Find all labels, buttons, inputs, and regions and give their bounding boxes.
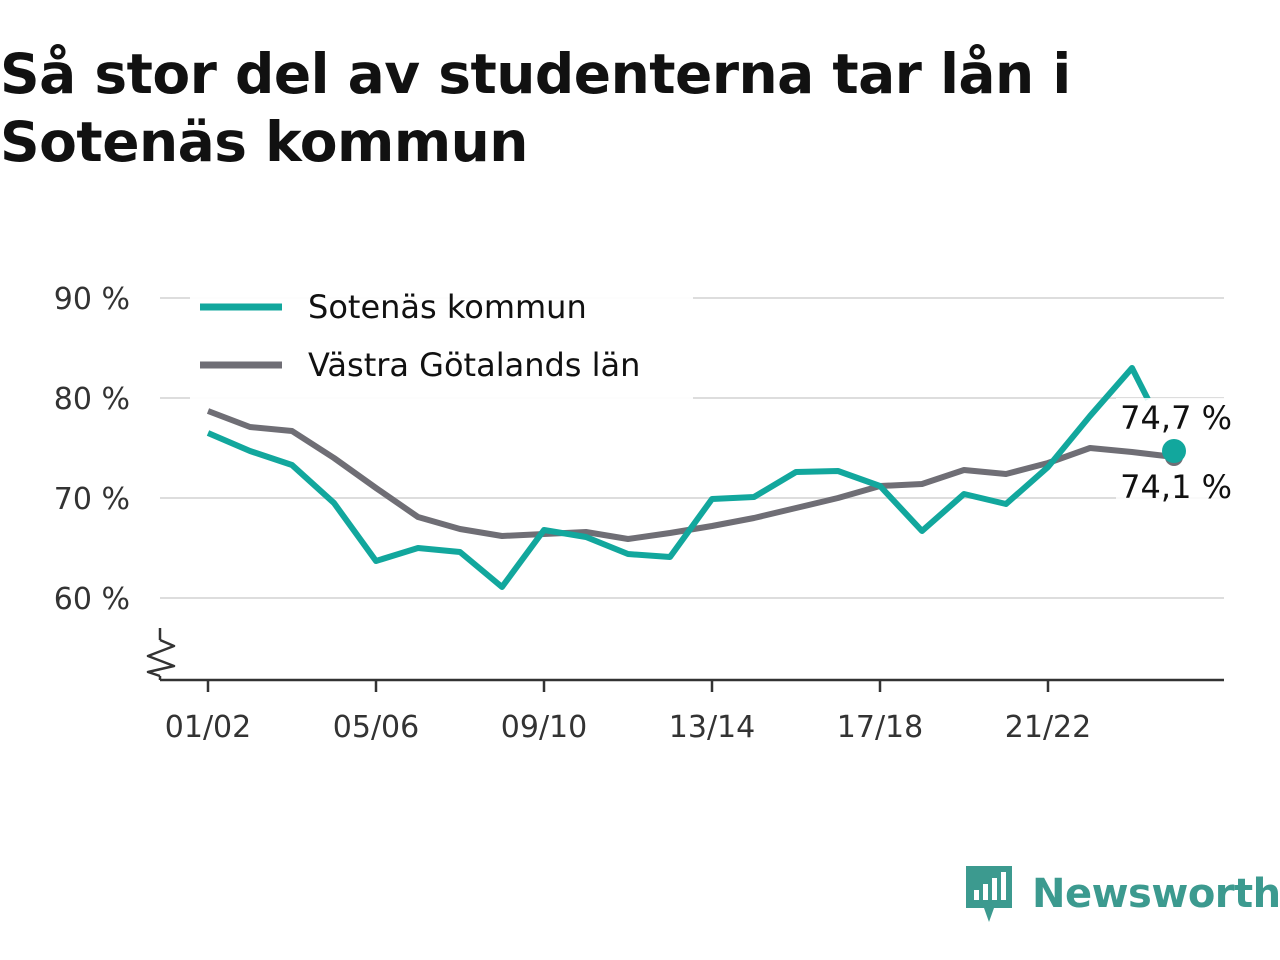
y-tick-label: 60 % [54,582,130,617]
x-tick-label: 17/18 [837,710,923,745]
end-label-bg-vastra [1116,468,1234,506]
brand: Newsworthy [964,864,1280,924]
x-tick-label: 01/02 [165,710,251,745]
legend: Sotenäs kommun Västra Götalands län [190,282,693,400]
x-tick-label: 05/06 [333,710,419,745]
legend-background [190,282,693,400]
x-tick-label: 09/10 [501,710,587,745]
end-label-bg-sotenas [1116,398,1234,436]
y-tick-label: 90 % [54,282,130,317]
newsworthy-logo-icon [966,866,1012,922]
series-line-vastra [206,408,1175,542]
x-tick-label: 13/14 [669,710,755,745]
brand-name: Newsworthy [1032,871,1280,917]
legend-item-vastra: Västra Götalands län [308,346,640,384]
y-tick-label: 70 % [54,482,130,517]
end-point-sotenas [1162,439,1186,463]
x-tick-label: 21/22 [1005,710,1091,745]
series-lines [206,365,1186,590]
legend-item-sotenas: Sotenäs kommun [308,288,587,326]
y-tick-label: 80 % [54,382,130,417]
series-line-sotenas [206,365,1151,590]
axis-break-icon [146,638,176,678]
end-labels: 74,7 % 74,1 % [1116,398,1234,506]
axes: 01/02 05/06 09/10 13/14 17/18 21/22 [146,628,1224,745]
end-label-sotenas: 74,7 % [1120,399,1232,437]
end-label-vastra: 74,1 % [1120,468,1232,506]
chart-title: Så stor del av studenterna tar lån i Sot… [0,42,1071,174]
